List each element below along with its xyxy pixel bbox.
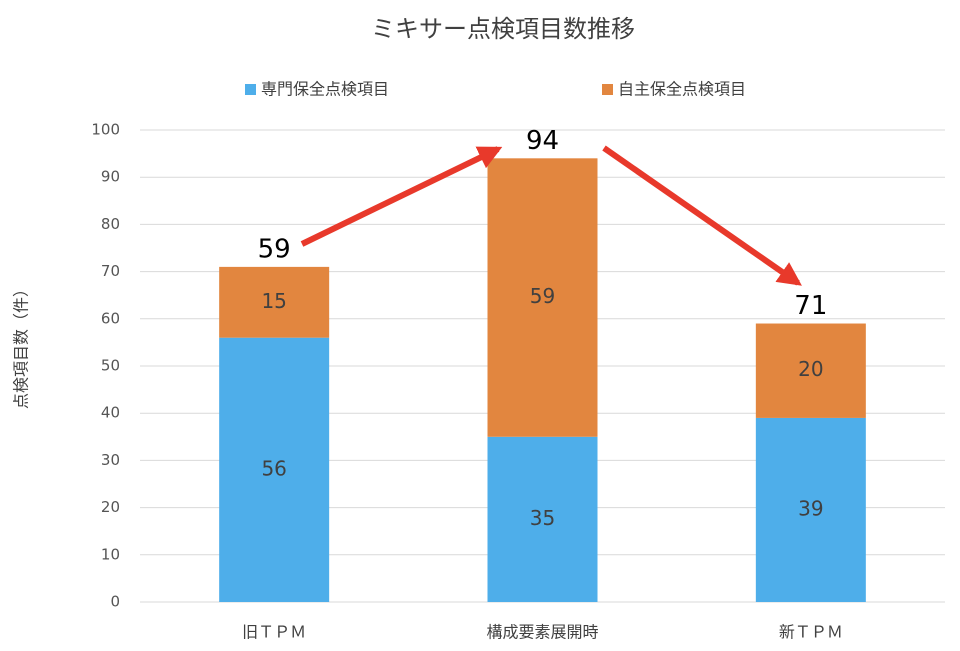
chart-title: ミキサー点検項目数推移 (371, 15, 635, 43)
value-label: 35 (530, 506, 555, 530)
y-tick-label: 40 (101, 404, 120, 422)
value-label: 56 (261, 456, 286, 480)
bar-segment (487, 158, 598, 437)
y-tick-label: 30 (101, 451, 120, 469)
total-label: 94 (526, 126, 559, 156)
value-label: 15 (261, 289, 286, 313)
y-tick-label: 50 (101, 357, 120, 375)
total-label: 71 (794, 291, 827, 321)
y-tick-label: 70 (101, 262, 120, 280)
arrow (602, 145, 802, 286)
plot: 0 10 20 30 40 50 60 70 80 90 100 専門保全点検項目 自主保全点検項目 56… (91, 80, 945, 642)
total-label: 59 (258, 234, 291, 264)
bar-segment (755, 323, 866, 418)
value-label: 59 (530, 284, 555, 308)
y-axis-label: 点検項目数（件） (12, 281, 31, 409)
value-label: 20 (798, 357, 823, 381)
legend-label: 自主保全点検項目 (618, 80, 746, 99)
legend-label: 専門保全点検項目 (261, 80, 389, 99)
arrow (300, 146, 503, 247)
x-tick-label: 新ＴＰＭ (779, 623, 843, 642)
y-tick-label: 60 (101, 309, 120, 327)
y-tick-label: 80 (101, 215, 120, 233)
legend-swatch (602, 84, 613, 95)
x-tick-label: 構成要素展開時 (486, 623, 598, 642)
bar-segment (755, 417, 866, 602)
y-tick-label: 20 (101, 498, 120, 516)
y-tick-label: 0 (110, 593, 120, 611)
y-tick-label: 100 (91, 121, 120, 139)
bar-segment (219, 266, 330, 338)
bar-segment (487, 436, 598, 602)
y-tick-label: 90 (101, 168, 120, 186)
legend-swatch (245, 84, 256, 95)
x-tick-label: 旧ＴＰＭ (242, 623, 306, 642)
value-label: 39 (798, 496, 823, 520)
bar-segment (219, 337, 330, 602)
y-tick-label: 10 (101, 545, 120, 563)
